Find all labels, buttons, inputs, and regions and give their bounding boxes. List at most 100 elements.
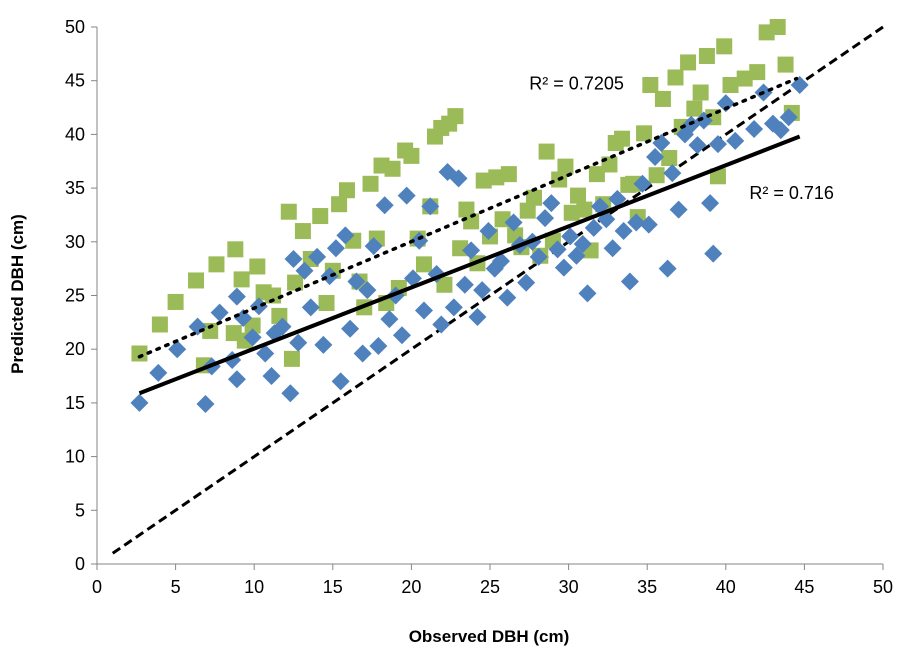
data-point-diamond: [688, 136, 707, 155]
data-point-square: [283, 350, 300, 367]
data-point-diamond: [708, 135, 727, 154]
x-tick-label: 35: [637, 577, 657, 597]
data-point-square: [716, 38, 733, 55]
data-point-diamond: [584, 218, 603, 237]
data-point-diamond: [627, 213, 646, 232]
data-point-diamond: [455, 275, 474, 294]
trendline-solid: [138, 134, 801, 396]
data-point-square: [777, 56, 794, 73]
data-point-square: [648, 167, 665, 184]
data-point-diamond: [548, 240, 567, 259]
data-point-diamond: [726, 131, 745, 150]
data-point-diamond: [341, 319, 360, 338]
data-point-square: [151, 316, 168, 333]
data-point-diamond: [353, 344, 372, 363]
data-point-square: [233, 271, 250, 288]
data-point-square: [709, 168, 726, 185]
data-point-diamond: [414, 301, 433, 320]
data-point-square: [667, 69, 684, 86]
data-point-diamond: [554, 258, 573, 277]
x-axis-title: Observed DBH (cm): [409, 627, 570, 646]
data-point-square: [338, 182, 355, 199]
data-point-square: [463, 213, 480, 230]
x-tick-label: 20: [401, 577, 421, 597]
y-tick-label: 15: [65, 393, 85, 413]
data-point-diamond: [536, 209, 555, 228]
one-to-one-line: [111, 25, 884, 555]
data-point-diamond: [227, 287, 246, 306]
data-point-square: [384, 160, 401, 177]
data-point-square: [131, 345, 148, 362]
data-point-diamond: [561, 227, 580, 246]
data-point-diamond: [573, 234, 592, 253]
y-tick-label: 10: [65, 447, 85, 467]
y-tick-label: 20: [65, 339, 85, 359]
data-point-diamond: [462, 241, 481, 260]
data-point-diamond: [358, 281, 377, 300]
data-point-diamond: [620, 272, 639, 291]
y-tick-label: 40: [65, 124, 85, 144]
y-tick-label: 45: [65, 71, 85, 91]
data-point-square: [625, 175, 642, 192]
data-point-square: [614, 130, 631, 147]
data-point-diamond: [273, 317, 292, 336]
data-point-diamond: [149, 363, 168, 382]
data-point-square: [654, 90, 671, 107]
data-point-square: [403, 147, 420, 164]
data-point-diamond: [704, 244, 723, 263]
data-point-square: [636, 125, 653, 142]
x-tick-label: 45: [794, 577, 814, 597]
data-point-square: [749, 64, 766, 81]
data-point-diamond: [504, 213, 523, 232]
text-layer: Observed DBH (cm) Predicted DBH (cm) R² …: [8, 73, 834, 646]
data-point-square: [769, 19, 786, 35]
data-point-square: [680, 54, 697, 71]
x-tick-label: 30: [559, 577, 579, 597]
data-point-diamond: [492, 252, 511, 271]
data-point-square: [447, 108, 464, 125]
data-point-square: [588, 166, 605, 183]
data-point-diamond: [675, 125, 694, 144]
data-point-square: [488, 169, 505, 186]
points-layer: [130, 19, 809, 413]
data-point-diamond: [262, 367, 281, 386]
data-point-diamond: [669, 200, 688, 219]
data-point-square: [436, 276, 453, 293]
data-point-square: [362, 175, 379, 192]
data-point-diamond: [633, 174, 652, 193]
data-point-diamond: [603, 239, 622, 258]
data-point-diamond: [646, 147, 665, 166]
data-point-diamond: [779, 108, 798, 127]
data-point-square: [331, 196, 348, 213]
x-tick-label: 50: [873, 577, 893, 597]
data-point-square: [686, 100, 703, 117]
data-point-diamond: [529, 247, 548, 266]
data-point-diamond: [639, 215, 658, 234]
x-tick-label: 25: [480, 577, 500, 597]
data-point-square: [287, 274, 304, 291]
data-point-diamond: [347, 272, 366, 291]
data-point-diamond: [284, 249, 303, 268]
y-tick-label: 30: [65, 232, 85, 252]
data-point-diamond: [410, 231, 429, 250]
data-point-diamond: [578, 284, 597, 303]
y-tick-label: 50: [65, 17, 85, 37]
data-point-diamond: [227, 370, 246, 389]
data-point-square: [188, 272, 205, 289]
data-point-diamond: [542, 194, 561, 213]
data-point-diamond: [375, 196, 394, 215]
data-point-square: [265, 287, 282, 304]
data-point-diamond: [614, 222, 633, 241]
data-point-square: [526, 189, 543, 206]
y-tick-label: 35: [65, 178, 85, 198]
data-point-diamond: [196, 394, 215, 413]
y-tick-label: 0: [75, 554, 85, 574]
x-tick-label: 0: [92, 577, 102, 597]
trendline-layer: [137, 76, 801, 396]
r-squared-annotation-blue: R² = 0.716: [749, 183, 834, 203]
data-point-diamond: [256, 344, 275, 363]
data-point-diamond: [449, 169, 468, 188]
data-point-diamond: [403, 269, 422, 288]
data-point-diamond: [369, 336, 388, 355]
data-point-square: [208, 256, 225, 273]
